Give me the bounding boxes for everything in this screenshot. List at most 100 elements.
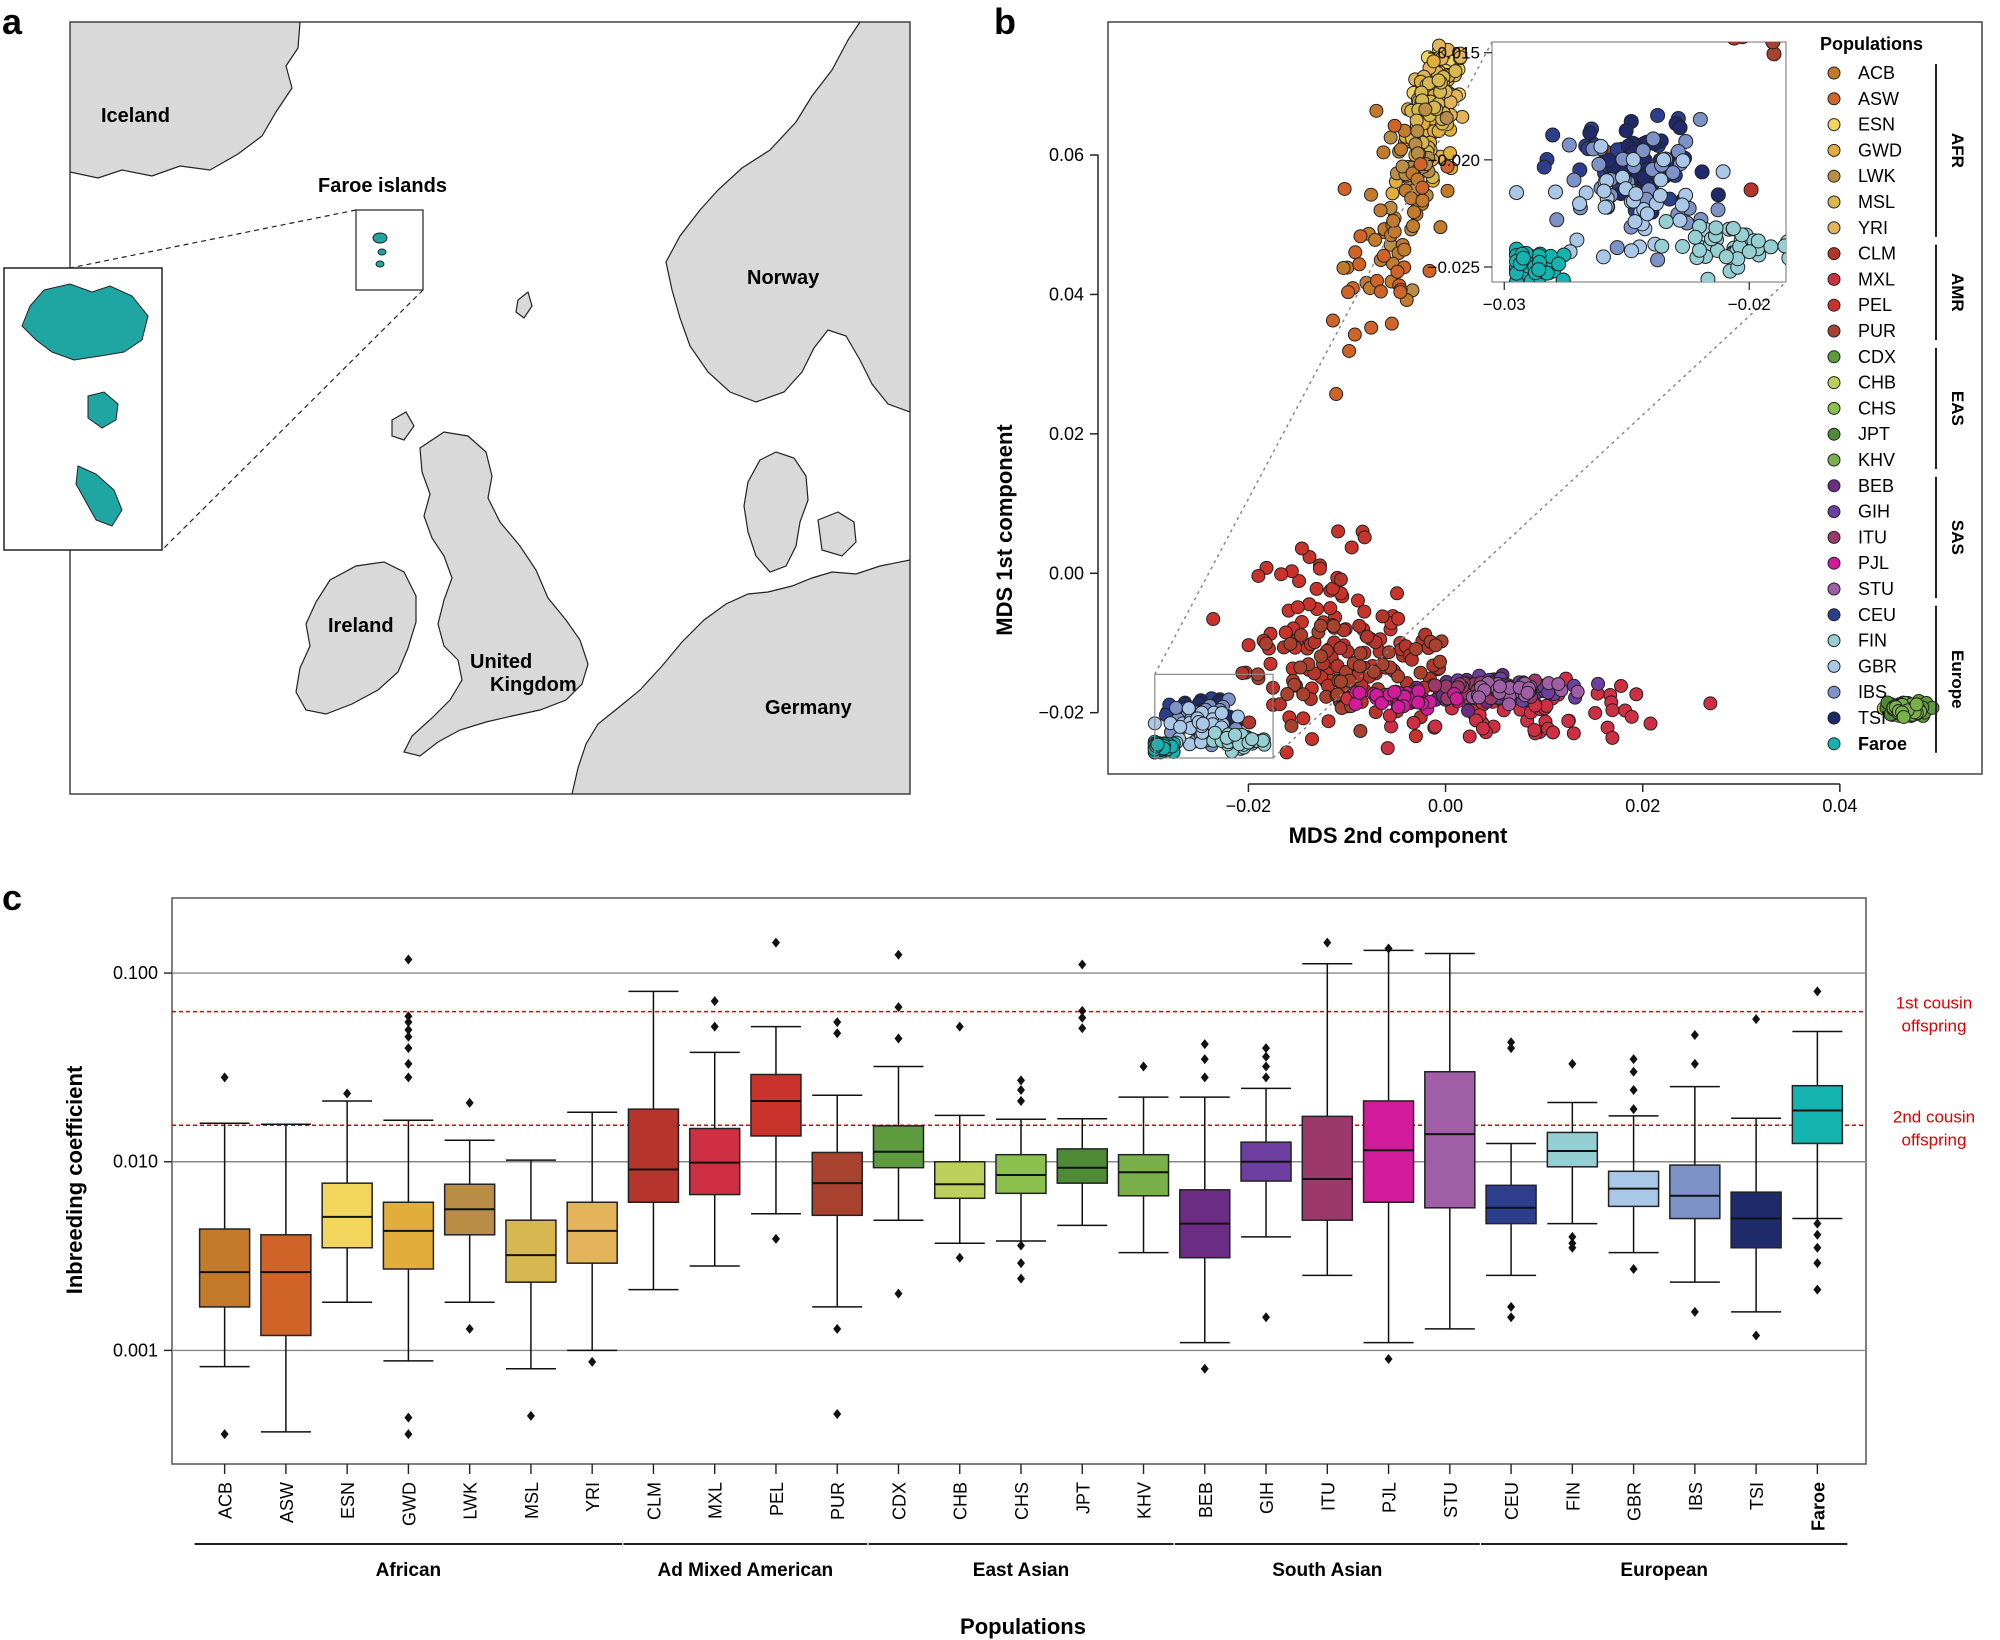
mds-inset-point-ibs: [1678, 133, 1694, 149]
box-x-tick-label: MXL: [706, 1482, 726, 1519]
legend-label-chb: CHB: [1858, 373, 1896, 393]
box-iqr: [505, 1219, 557, 1283]
mds-x-tick-label: 0.02: [1625, 796, 1660, 816]
mds-inset-point-gbr: [1509, 185, 1525, 201]
box-x-tick-label: FIN: [1563, 1482, 1583, 1511]
box-x-tick-label: MSL: [522, 1482, 542, 1519]
mds-point-mxl: [1624, 709, 1639, 724]
box-acb: [198, 1072, 251, 1440]
outlier: [1017, 1258, 1025, 1269]
box-khv: [1117, 1061, 1170, 1254]
mds-point-acb: [1407, 205, 1422, 220]
box-chs: [995, 1075, 1047, 1284]
legend-label-clm: CLM: [1858, 244, 1896, 264]
outlier: [404, 1043, 413, 1054]
mds-point-mxl: [1588, 705, 1603, 720]
mds-inset-point-gbr: [1628, 186, 1644, 202]
outlier: [404, 1429, 413, 1440]
box-iqr: [1424, 1070, 1476, 1209]
mds-point-asw: [1348, 245, 1363, 260]
box-iqr: [1301, 1115, 1354, 1221]
legend-swatch-fin: [1827, 634, 1841, 648]
iceland-land: [70, 22, 301, 179]
legend-label-itu: ITU: [1858, 527, 1887, 547]
zoom-line-bottom: [161, 289, 424, 551]
legend-swatch-pel: [1827, 298, 1841, 312]
mds-inset-point-gbr: [1569, 232, 1585, 248]
box-clm: [627, 990, 680, 1291]
outlier: [1017, 1075, 1025, 1086]
box-iqr: [198, 1228, 251, 1308]
box-iqr: [750, 1073, 802, 1137]
mds-point-acb: [1364, 187, 1379, 202]
box-x-tick-label: ASW: [277, 1482, 297, 1523]
outlier: [833, 1323, 842, 1334]
outlier: [1629, 1085, 1638, 1096]
mds-point-yri: [1453, 50, 1468, 65]
mds-point-acb: [1415, 193, 1430, 208]
mds-point-pjl: [1391, 700, 1406, 715]
outlier: [1507, 1043, 1516, 1054]
box-iqr: [1669, 1164, 1721, 1220]
mds-point-pjl: [1374, 696, 1389, 711]
box-x-tick-label: CLM: [644, 1482, 664, 1520]
mds-point-pel: [1206, 612, 1221, 627]
mds-inset-point-tsi: [1618, 123, 1634, 139]
reference-label: 2nd cousin: [1893, 1107, 1975, 1126]
mds-point-mxl: [1462, 729, 1477, 744]
legend-swatch-ibs: [1827, 685, 1841, 699]
outlier: [771, 1233, 780, 1244]
mds-point-pel: [1296, 711, 1311, 726]
mds-inset-point-gbr: [1639, 206, 1655, 222]
mds-xlabel: MDS 2nd component: [1289, 823, 1508, 848]
mds-point-pjl: [1387, 684, 1402, 699]
box-pur: [811, 1017, 863, 1420]
mds-point-pur: [1432, 654, 1447, 669]
mds-inset-point-ceu: [1536, 159, 1552, 175]
mds-y-tick-label: −0.02: [1038, 703, 1084, 723]
mds-point-pel: [1263, 656, 1278, 671]
mds-inset-point-ibs: [1665, 165, 1681, 181]
mds-point-pjl: [1352, 685, 1367, 700]
mds-inset-point-ibs: [1609, 240, 1625, 256]
legend-label-tsi: TSI: [1858, 708, 1886, 728]
outlier: [1262, 1312, 1271, 1323]
box-gwd: [382, 954, 435, 1440]
outlier: [1813, 1242, 1822, 1253]
mds-point-pur: [1391, 669, 1406, 684]
mds-point-pur: [1293, 660, 1308, 675]
mds-inset-point-fin: [1718, 249, 1734, 265]
mds-point-pur: [1333, 674, 1348, 689]
box-cdx: [872, 949, 925, 1299]
outlier: [1629, 1264, 1638, 1275]
box-x-tick-label: STU: [1441, 1482, 1461, 1518]
mds-point-acb: [1336, 260, 1351, 275]
mds-inset-point-fin: [1750, 233, 1766, 249]
mds-y-tick-label: 0.02: [1049, 424, 1084, 444]
mds-point-mxl: [1614, 678, 1629, 693]
mds-inset-point-ibs: [1591, 156, 1607, 172]
box-group-label: African: [376, 1560, 441, 1581]
mds-point-acb: [1440, 183, 1455, 198]
outlier: [1813, 1258, 1822, 1269]
mds-point-mxl: [1475, 721, 1490, 736]
legend-swatch-gih: [1827, 505, 1841, 519]
outlier: [1262, 1061, 1271, 1072]
mds-point-pur: [1313, 618, 1328, 633]
box-iqr: [382, 1201, 435, 1270]
box-iqr: [1485, 1184, 1537, 1225]
label-norway: Norway: [747, 267, 820, 289]
outlier: [1017, 1240, 1025, 1251]
outlier: [404, 1031, 413, 1042]
map-land: [70, 22, 910, 794]
mds-x-tick-label: −0.02: [1226, 796, 1272, 816]
box-iqr: [1791, 1084, 1844, 1145]
mds-point-msl: [1431, 73, 1446, 88]
mds-point-asw: [1440, 159, 1455, 174]
outlier: [404, 1017, 413, 1028]
mds-point-pel: [1251, 568, 1266, 583]
legend-group-afr: AFR: [1948, 133, 1967, 168]
legend-swatch-asw: [1827, 92, 1841, 106]
ireland-land: [295, 561, 417, 715]
mds-point-msl: [1448, 64, 1463, 79]
